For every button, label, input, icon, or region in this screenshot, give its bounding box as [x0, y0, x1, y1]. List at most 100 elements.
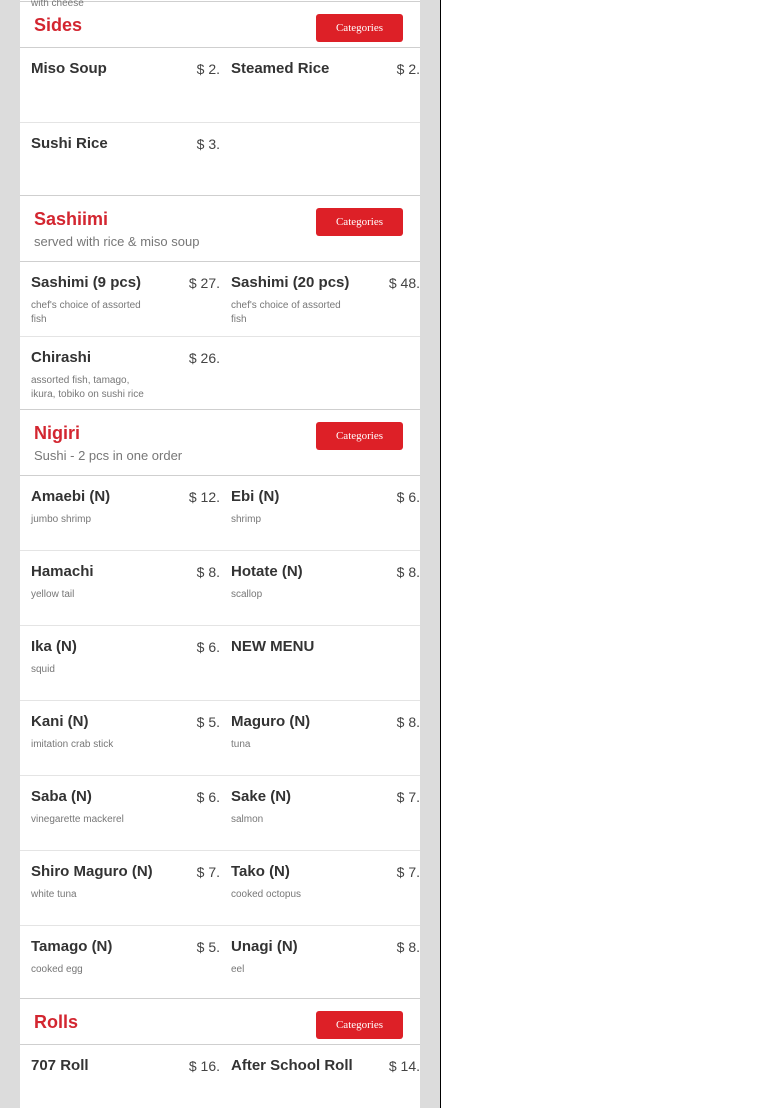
- item-price: $ 16.: [188, 1058, 220, 1074]
- item-price: $ 27.: [188, 275, 220, 291]
- empty-cell: [220, 337, 420, 409]
- item-description: vinegarette mackerel: [31, 814, 124, 825]
- menu-item[interactable]: Saba (N) $ 6. vinegarette mackerel: [20, 776, 220, 851]
- item-name: After School Roll: [231, 1057, 353, 1074]
- items-grid: Amaebi (N) $ 12. jumbo shrimp Ebi (N) $ 6. sh…: [20, 476, 420, 998]
- item-description: salmon: [231, 814, 264, 825]
- item-name: Sashimi (9 pcs): [31, 274, 142, 291]
- item-name: 707 Roll: [31, 1057, 89, 1074]
- section-title: Rolls: [34, 1012, 79, 1032]
- section-description: served with rice & miso soup: [34, 234, 200, 249]
- item-description: assorted fish, tamago, ikura, tobiko on …: [31, 375, 144, 400]
- menu-item[interactable]: Ebi (N) $ 6. shrimp: [220, 476, 420, 551]
- item-name: Sashimi (20 pcs): [231, 274, 350, 291]
- previous-item-partial: with cheese: [20, 0, 420, 9]
- menu-scroll-area[interactable]: with cheese Sides Categories Miso Soup $ 2.…: [0, 0, 441, 1108]
- item-price: $ 5.: [196, 714, 220, 730]
- menu-item[interactable]: Maguro (N) $ 8. tuna: [220, 701, 420, 776]
- item-price: $ 8.: [396, 939, 420, 955]
- item-name: Unagi (N): [231, 938, 298, 955]
- item-price: $ 3.: [196, 136, 220, 152]
- items-grid: 707 Roll $ 16. After School Roll $ 14.: [20, 1045, 420, 1108]
- menu-item[interactable]: Tako (N) $ 7. cooked octopus: [220, 851, 420, 926]
- item-name: Tako (N): [231, 863, 290, 880]
- menu-item[interactable]: Sake (N) $ 7. salmon: [220, 776, 420, 851]
- item-price: $ 14.: [388, 1058, 420, 1074]
- categories-button[interactable]: Categories: [316, 1011, 403, 1039]
- section-title: Sashiimi: [34, 209, 109, 229]
- item-name: Kani (N): [31, 713, 89, 730]
- item-price: $ 2.: [196, 61, 220, 77]
- item-price: $ 5.: [196, 939, 220, 955]
- items-grid: Miso Soup $ 2. Steamed Rice $ 2. Sushi Rice $…: [20, 48, 420, 195]
- categories-button[interactable]: Categories: [316, 422, 403, 450]
- item-name: NEW MENU: [231, 638, 315, 655]
- menu-item[interactable]: Kani (N) $ 5. imitation crab stick: [20, 701, 220, 776]
- menu-item[interactable]: Ika (N) $ 6. squid: [20, 626, 220, 701]
- item-name: Shiro Maguro (N): [31, 863, 153, 880]
- menu-item[interactable]: Shiro Maguro (N) $ 7. white tuna: [20, 851, 220, 926]
- section-sides: Sides Categories Miso Soup $ 2. Steamed Rice…: [20, 1, 420, 195]
- item-price: $ 8.: [396, 714, 420, 730]
- item-name: Sake (N): [231, 788, 292, 805]
- item-name: Steamed Rice: [231, 60, 330, 77]
- item-name: Chirashi: [31, 349, 92, 366]
- items-grid: Sashimi (9 pcs) $ 27. chef's choice of ass…: [20, 262, 420, 409]
- menu-item[interactable]: Chirashi $ 26. assorted fish, tamago, ikur…: [20, 337, 220, 409]
- menu-list: with cheese Sides Categories Miso Soup $ 2.…: [20, 0, 420, 1108]
- item-name: Amaebi (N): [31, 488, 111, 505]
- item-price: $ 7.: [196, 864, 220, 880]
- item-name: Miso Soup: [31, 60, 107, 77]
- categories-button[interactable]: Categories: [316, 14, 403, 42]
- item-description: chef's choice of assorted fish: [231, 300, 341, 325]
- item-description: jumbo shrimp: [31, 514, 92, 525]
- menu-item[interactable]: Hamachi $ 8. yellow tail: [20, 551, 220, 626]
- section-header: Sides Categories: [20, 2, 420, 48]
- item-price: $ 8.: [396, 564, 420, 580]
- empty-cell: [220, 123, 420, 195]
- item-description: cooked octopus: [231, 889, 302, 900]
- item-description: white tuna: [31, 889, 77, 900]
- item-name: Maguro (N): [231, 713, 311, 730]
- item-price: $ 2.: [396, 61, 420, 77]
- section-rolls: Rolls Categories 707 Roll $ 16. After School…: [20, 998, 420, 1108]
- item-price: $ 8.: [196, 564, 220, 580]
- item-name: Ebi (N): [231, 488, 280, 505]
- menu-item[interactable]: Miso Soup $ 2.: [20, 48, 220, 123]
- menu-item[interactable]: Steamed Rice $ 2.: [220, 48, 420, 123]
- menu-item[interactable]: NEW MENU: [220, 626, 420, 701]
- item-description: imitation crab stick: [31, 739, 114, 750]
- item-price: $ 26.: [188, 350, 220, 366]
- menu-item[interactable]: After School Roll $ 14.: [220, 1045, 420, 1108]
- menu-item[interactable]: Sushi Rice $ 3.: [20, 123, 220, 195]
- section-header: Nigiri Sushi - 2 pcs in one order Categori…: [20, 410, 420, 476]
- item-description: scallop: [231, 589, 263, 600]
- item-name: Ika (N): [31, 638, 77, 655]
- section-nigiri: Nigiri Sushi - 2 pcs in one order Categori…: [20, 409, 420, 998]
- item-name: Saba (N): [31, 788, 92, 805]
- item-price: $ 7.: [396, 789, 420, 805]
- item-name: Hamachi: [31, 563, 94, 580]
- item-price: $ 48.: [388, 275, 420, 291]
- menu-item[interactable]: Sashimi (20 pcs) $ 48. chef's choice of as…: [220, 262, 420, 337]
- section-title: Sides: [34, 15, 83, 35]
- item-name: Tamago (N): [31, 938, 113, 955]
- item-name: Hotate (N): [231, 563, 303, 580]
- menu-item[interactable]: Sashimi (9 pcs) $ 27. chef's choice of ass…: [20, 262, 220, 337]
- menu-item[interactable]: Tamago (N) $ 5. cooked egg: [20, 926, 220, 998]
- item-description: yellow tail: [31, 589, 75, 600]
- menu-item[interactable]: Unagi (N) $ 8. eel: [220, 926, 420, 998]
- item-price: $ 6.: [396, 489, 420, 505]
- section-description: Sushi - 2 pcs in one order: [34, 448, 183, 463]
- item-description: shrimp: [231, 514, 262, 525]
- item-price: $ 12.: [188, 489, 220, 505]
- item-price: $ 7.: [396, 864, 420, 880]
- menu-item[interactable]: 707 Roll $ 16.: [20, 1045, 220, 1108]
- item-description: tuna: [231, 739, 251, 750]
- menu-item[interactable]: Hotate (N) $ 8. scallop: [220, 551, 420, 626]
- item-description: squid: [31, 664, 55, 675]
- categories-button[interactable]: Categories: [316, 208, 403, 236]
- item-price: $ 6.: [196, 789, 220, 805]
- item-description: eel: [231, 964, 245, 975]
- menu-item[interactable]: Amaebi (N) $ 12. jumbo shrimp: [20, 476, 220, 551]
